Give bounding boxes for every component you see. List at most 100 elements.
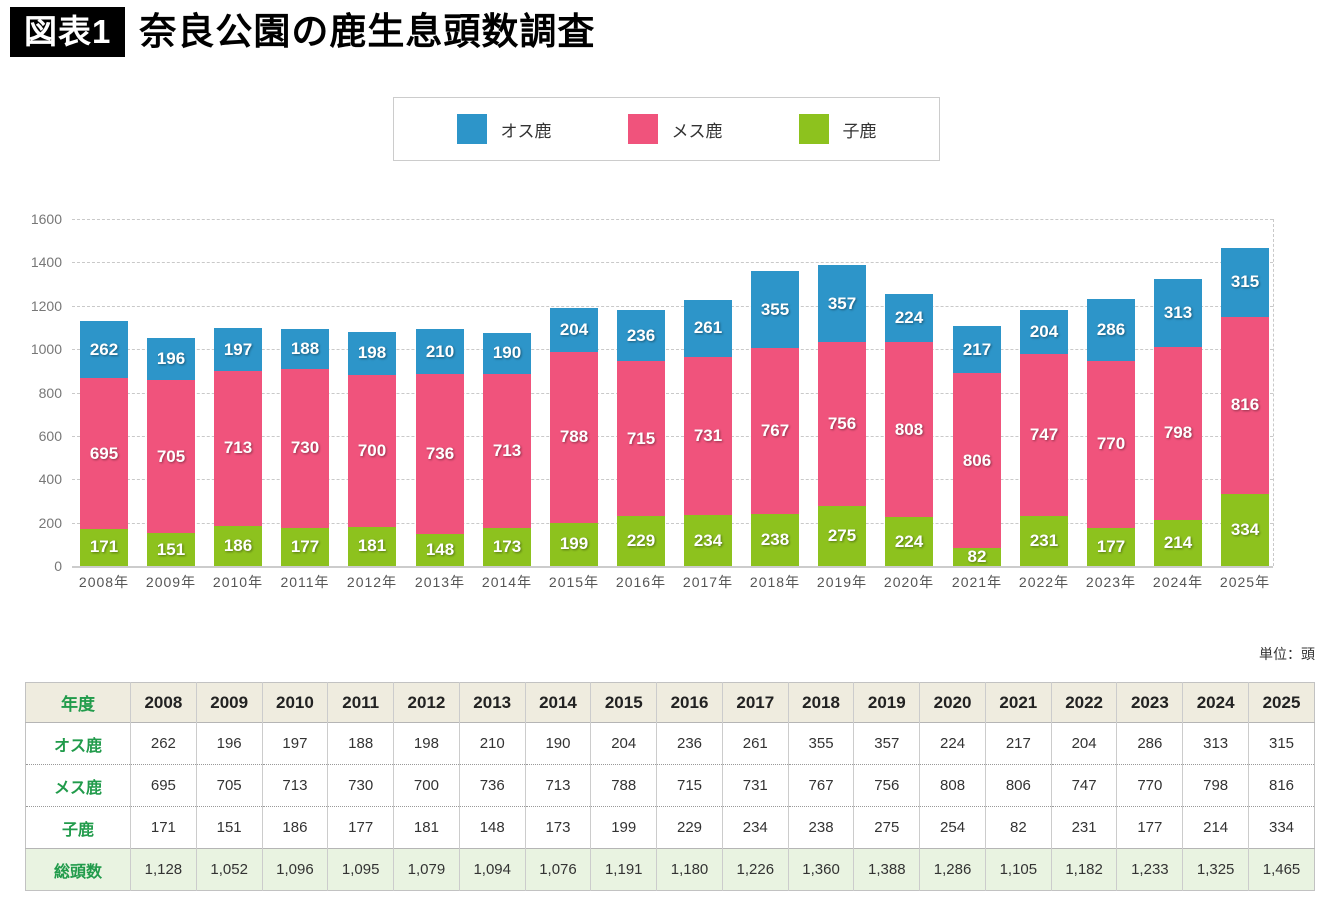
bar-segment-子鹿-2022年: 231 (1020, 515, 1068, 566)
table-cell: 1,076 (524, 848, 591, 891)
table-row-メス鹿: メス鹿 695 705 713 730 700 736 713 788 715 731 767 756 8… (25, 764, 1315, 807)
figure-number-badge: 図表1 (10, 7, 126, 57)
bar-value-label: 262 (89, 339, 119, 359)
bar-value-label: 695 (89, 443, 119, 463)
table-cell: 1,226 (721, 848, 789, 891)
gridline-800 (72, 392, 1273, 394)
bar-segment-オス鹿-2010年: 197 (214, 328, 262, 372)
bar-segment-メス鹿-2015年: 788 (550, 351, 598, 523)
bar-value-label: 355 (760, 299, 790, 319)
table-cell: 238 (787, 806, 854, 849)
x-axis-category-label: 2019年 (816, 574, 868, 590)
bar-value-label: 788 (559, 427, 589, 447)
table-cell: 171 (130, 806, 197, 849)
x-axis-category-label: 2012年 (346, 574, 398, 590)
x-axis-category-label: 2021年 (951, 574, 1003, 590)
table-cell: 355 (787, 722, 854, 765)
x-axis-category-label: 2010年 (212, 574, 264, 590)
x-axis-category-label: 2023年 (1085, 574, 1137, 590)
bar-segment-オス鹿-2012年: 198 (348, 331, 396, 375)
table-cell: 806 (984, 764, 1052, 807)
table-cell: 231 (1050, 806, 1117, 849)
bar-segment-メス鹿-2021年: 806 (953, 373, 1001, 549)
bar-value-label: 756 (827, 414, 857, 434)
y-axis-tick-label: 200 (38, 514, 62, 531)
table-year-header-2011: 2011 (327, 682, 394, 723)
table-cell: 715 (656, 764, 723, 807)
y-axis-tick-label: 400 (38, 471, 62, 488)
x-axis-category-label: 2015年 (548, 574, 600, 590)
bar-segment-オス鹿-2025年: 315 (1221, 248, 1269, 317)
bar-segment-子鹿-2019年: 275 (818, 506, 866, 566)
table-cell: 1,095 (327, 848, 394, 891)
bar-segment-オス鹿-2018年: 355 (751, 271, 799, 349)
bar-segment-メス鹿-2025年: 816 (1221, 316, 1269, 494)
bar-segment-子鹿-2013年: 148 (416, 533, 464, 566)
bar-value-label: 816 (1230, 395, 1260, 415)
table-cell: 204 (1050, 722, 1117, 765)
bar-segment-子鹿-2023年: 177 (1087, 527, 1135, 566)
bar-segment-子鹿-2020年: 224 (885, 517, 933, 566)
bar-segment-オス鹿-2024年: 313 (1154, 278, 1202, 347)
table-cell: 236 (656, 722, 723, 765)
table-body: オス鹿 262 196 197 188 198 210 190 204 236 261 355 357 2… (25, 722, 1315, 891)
table-year-header-2020: 2020 (919, 682, 986, 723)
bar-value-label: 177 (290, 536, 320, 556)
table-cell: 198 (393, 722, 460, 765)
x-axis-line (72, 566, 1273, 568)
table-cell: 254 (919, 806, 986, 849)
table-cell: 224 (919, 722, 986, 765)
table-cell: 1,191 (590, 848, 657, 891)
bar-value-label: 357 (827, 293, 857, 313)
bar-segment-メス鹿-2016年: 715 (617, 361, 665, 517)
bar-segment-メス鹿-2024年: 798 (1154, 346, 1202, 520)
bar-segment-メス鹿-2010年: 713 (214, 371, 262, 526)
bar-segment-メス鹿-2022年: 747 (1020, 353, 1068, 516)
table-year-header-2018: 2018 (787, 682, 854, 723)
legend-label: メス鹿 (671, 121, 723, 141)
table-cell: 334 (1248, 806, 1315, 849)
table-cell: 730 (327, 764, 394, 807)
table-cell: 1,094 (458, 848, 526, 891)
bar-value-label: 315 (1230, 272, 1260, 292)
bar-value-label: 715 (626, 428, 656, 448)
table-cell: 756 (853, 764, 920, 807)
legend-swatch-icon (627, 114, 658, 144)
bar-segment-子鹿-2011年: 177 (281, 527, 329, 566)
table-year-header-2019: 2019 (853, 682, 920, 723)
table-row-label: 総頭数 (53, 863, 102, 881)
x-axis-category-label: 2008年 (78, 574, 130, 590)
bar-value-label: 177 (1096, 536, 1126, 556)
bar-value-label: 334 (1230, 519, 1260, 539)
legend-item-メス鹿: メス鹿 (627, 114, 723, 144)
table-cell: 798 (1182, 764, 1249, 807)
bar-value-label: 210 (425, 341, 455, 361)
bar-value-label: 700 (357, 440, 387, 460)
table-year-header-2016: 2016 (656, 682, 723, 723)
bar-segment-オス鹿-2021年: 217 (953, 326, 1001, 374)
table-cell: 151 (195, 806, 263, 849)
table-year-header-2023: 2023 (1116, 682, 1183, 723)
table-year-header-2021: 2021 (984, 682, 1052, 723)
table-cell: 197 (261, 722, 328, 765)
table-cell: 229 (656, 806, 723, 849)
bar-value-label: 286 (1096, 319, 1126, 339)
bar-segment-子鹿-2025年: 334 (1221, 493, 1269, 566)
table-cell: 177 (1116, 806, 1183, 849)
bar-segment-オス鹿-2011年: 188 (281, 328, 329, 370)
table-year-header-2015: 2015 (590, 682, 657, 723)
bar-value-label: 171 (89, 537, 119, 557)
x-axis-category-label: 2020年 (883, 574, 935, 590)
bar-value-label: 313 (1163, 302, 1193, 322)
y-axis-tick-label: 1000 (30, 341, 62, 358)
bar-segment-オス鹿-2022年: 204 (1020, 309, 1068, 354)
table-cell: 210 (458, 722, 526, 765)
bar-value-label: 217 (962, 339, 992, 359)
bar-segment-メス鹿-2012年: 700 (348, 374, 396, 527)
bar-segment-オス鹿-2009年: 196 (147, 337, 195, 381)
table-cell: 1,182 (1050, 848, 1117, 891)
bar-value-label: 214 (1163, 532, 1193, 552)
table-cell: 1,388 (853, 848, 920, 891)
table-year-header-2013: 2013 (458, 682, 526, 723)
table-year-header-2012: 2012 (393, 682, 460, 723)
